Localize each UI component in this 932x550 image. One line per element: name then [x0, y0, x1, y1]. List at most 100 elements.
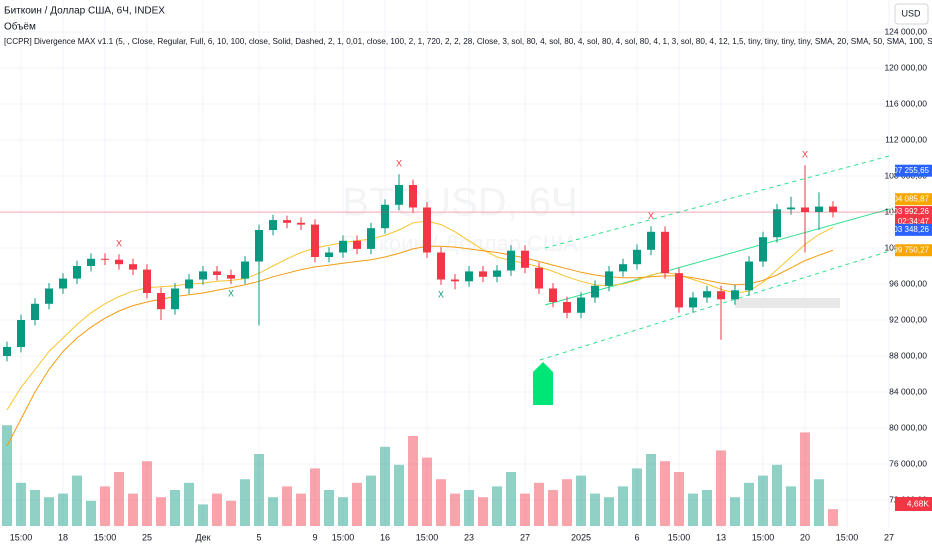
candle-body — [241, 261, 249, 279]
x-tick-label: 18 — [58, 532, 68, 542]
candle-body — [563, 302, 571, 313]
candle-body — [801, 207, 809, 212]
y-tick-label: 88 000,00 — [889, 350, 927, 360]
price-badge-label: 103 992,26 — [889, 207, 930, 216]
x-tick-label: 16 — [380, 532, 390, 542]
candle-body — [647, 231, 655, 250]
channel-bottom — [539, 249, 894, 361]
volume-bar — [814, 479, 824, 526]
volume-bar — [828, 509, 838, 526]
x-tick-label: 15:00 — [10, 532, 33, 542]
signal-label: X — [228, 288, 234, 298]
x-tick-label: 27 — [884, 532, 894, 542]
candle-body — [591, 285, 599, 298]
volume-bar — [366, 475, 376, 526]
signal-label: X — [802, 150, 808, 160]
signal-label: X — [396, 159, 402, 169]
price-badge — [895, 164, 932, 177]
volume-bar — [436, 479, 446, 526]
volume-bar — [548, 490, 558, 526]
volume-bar — [576, 475, 586, 526]
countdown-label: 02:34:47 — [898, 217, 930, 226]
candle-body — [507, 250, 515, 271]
candle-body — [227, 275, 235, 279]
volume-bar — [2, 425, 12, 526]
channel — [539, 154, 894, 361]
candle-body — [381, 204, 389, 229]
x-tick-label: 2025 — [571, 532, 591, 542]
candle-body — [451, 279, 459, 282]
candle-body — [703, 291, 711, 298]
zone — [735, 298, 840, 308]
volume-bar — [478, 497, 488, 526]
volume-bar — [744, 482, 754, 526]
volume-bar — [758, 475, 768, 526]
y-tick-label: 80 000,00 — [889, 422, 927, 432]
price-badge — [895, 206, 932, 229]
candle-body — [731, 290, 739, 300]
candle-body — [409, 185, 417, 208]
volume-bar — [170, 490, 180, 526]
volume-bar — [674, 472, 684, 526]
volume-bar — [590, 493, 600, 526]
candle-body — [829, 206, 837, 213]
x-tick-label: Дек — [195, 532, 210, 542]
candle-body — [115, 259, 123, 265]
candle-body — [199, 271, 207, 280]
price-badge — [895, 244, 932, 257]
x-tick-label: 15:00 — [752, 532, 775, 542]
volume-bar — [128, 493, 138, 526]
volume-bar — [632, 468, 642, 526]
candle-body — [283, 220, 291, 223]
candle-body — [465, 271, 473, 282]
volume-bar — [240, 479, 250, 526]
volume-bar — [492, 486, 502, 526]
x-tick-label: 23 — [464, 532, 474, 542]
price-badge — [895, 193, 932, 206]
channel-mid — [544, 207, 894, 306]
x-tick-label: 15:00 — [416, 532, 439, 542]
candle-body — [185, 279, 193, 289]
candle-body — [787, 207, 795, 210]
volume-bar — [394, 464, 404, 526]
price-axis-bg — [893, 0, 932, 550]
price-badge-label: 103 348,26 — [889, 225, 930, 234]
volume-bar — [702, 490, 712, 526]
volume-bar — [408, 436, 418, 526]
currency-label[interactable]: USD — [901, 8, 921, 18]
signal-label: X — [648, 211, 654, 221]
volume-bar — [618, 486, 628, 526]
volume-bar — [506, 472, 516, 526]
plot: X X X X X X — [0, 150, 893, 526]
volume-bar — [86, 500, 96, 526]
candle-body — [815, 206, 823, 212]
volume-bar — [100, 486, 110, 526]
candle-body — [31, 303, 39, 320]
x-tick-label: 25 — [142, 532, 152, 542]
candle-body — [353, 240, 361, 249]
candle-body — [101, 258, 109, 260]
candle-body — [339, 240, 347, 253]
volume-bar — [800, 432, 810, 526]
watermark: BTCUSD, 6Ч — [342, 181, 578, 225]
candle-body — [73, 266, 81, 279]
y-tick-label: 76 000,00 — [889, 458, 927, 468]
volume-bar — [226, 500, 236, 526]
y-tick-label: 124 000,00 — [884, 26, 927, 36]
candle-body — [87, 258, 95, 266]
volume-bar — [72, 475, 82, 526]
candle-body — [171, 288, 179, 310]
candle-body — [605, 271, 613, 286]
ma-line — [6, 245, 834, 447]
volume-bar — [716, 450, 726, 526]
candle-body — [717, 291, 725, 300]
candle-body — [619, 264, 627, 272]
candle-body — [3, 347, 11, 356]
candle-body — [269, 220, 277, 230]
currency-button[interactable] — [894, 3, 929, 25]
x-tick-label: 6 — [634, 532, 639, 542]
volume-bar — [156, 497, 166, 526]
volume-bar — [212, 493, 222, 526]
volume-bar — [324, 490, 334, 526]
candle-body — [577, 297, 585, 313]
